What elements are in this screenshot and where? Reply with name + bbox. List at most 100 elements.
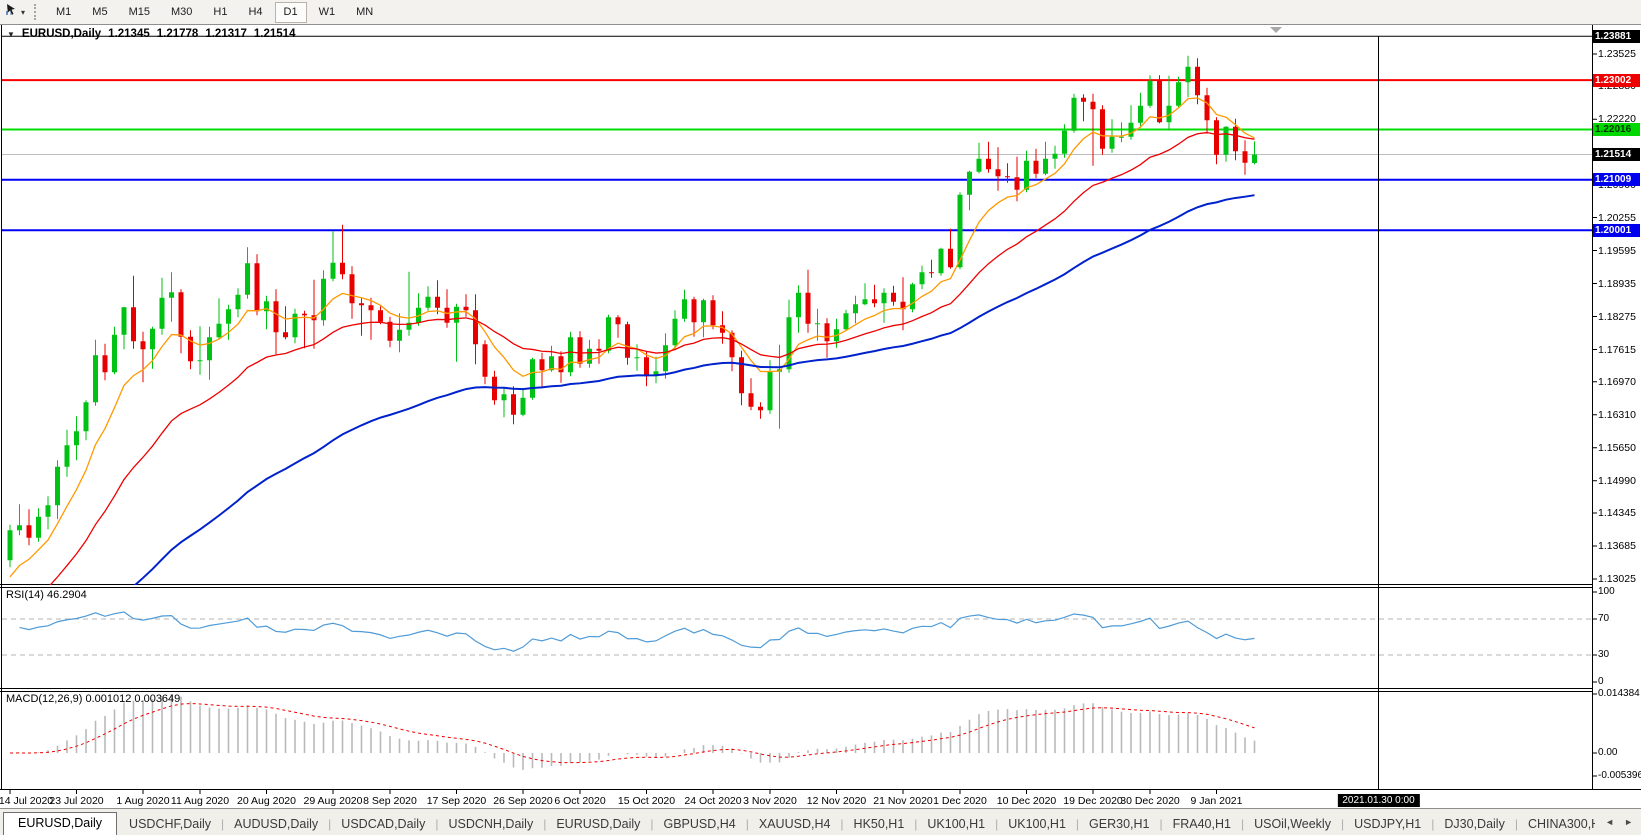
chart-tab-5[interactable]: EURUSD,Daily bbox=[556, 817, 641, 831]
tab-separator: | bbox=[840, 817, 844, 831]
candle-body-up bbox=[397, 329, 402, 341]
timeframe-button-w1[interactable]: W1 bbox=[318, 5, 336, 18]
chart-shift-marker-icon bbox=[1270, 27, 1282, 33]
tab-scroll-right-icon[interactable]: ► bbox=[1624, 817, 1633, 827]
time-axis-label: 1 Dec 2020 bbox=[933, 795, 987, 807]
chart-tab-11[interactable]: GER30,H1 bbox=[1089, 817, 1150, 831]
candle-body-down bbox=[872, 299, 877, 304]
crosshair-date-badge: 2021.01.30 0:00 bbox=[1337, 794, 1420, 807]
candle-body-up bbox=[701, 300, 706, 323]
time-axis-label: 26 Sep 2020 bbox=[493, 795, 553, 807]
price-badge: 1.23002 bbox=[1593, 73, 1640, 87]
chart-tab-8[interactable]: HK50,H1 bbox=[853, 817, 905, 831]
timeframe-button-m5[interactable]: M5 bbox=[92, 5, 108, 18]
candle-body-up bbox=[264, 301, 269, 312]
candle-body-down bbox=[463, 306, 469, 311]
price-badge: 1.21514 bbox=[1593, 148, 1640, 162]
chart-tab-14[interactable]: USDJPY,H1 bbox=[1354, 817, 1422, 831]
candle-body-up bbox=[406, 322, 412, 330]
candle-body-up bbox=[919, 272, 925, 285]
chart-tab-3[interactable]: USDCAD,Daily bbox=[341, 817, 426, 831]
candle-body-up bbox=[36, 516, 41, 538]
chart-tab-0[interactable]: EURUSD,Daily bbox=[3, 812, 118, 835]
macd-signal-line bbox=[9, 703, 1255, 764]
tab-separator: | bbox=[650, 817, 654, 831]
candle-body-down bbox=[1005, 176, 1010, 178]
candle-body-up bbox=[64, 445, 70, 467]
candle-body-down bbox=[473, 310, 478, 345]
candle-body-up bbox=[663, 345, 668, 372]
timeframe-button-h4[interactable]: H4 bbox=[248, 5, 263, 18]
chart-tab-9[interactable]: UK100,H1 bbox=[927, 817, 986, 831]
chart-tab-12[interactable]: FRA40,H1 bbox=[1172, 817, 1231, 831]
candle-body-up bbox=[330, 262, 336, 279]
candle-body-down bbox=[1090, 101, 1096, 110]
timeframe-button-d1[interactable]: D1 bbox=[274, 1, 307, 23]
candle-body-up bbox=[1071, 97, 1077, 131]
chart-tab-1[interactable]: USDCHF,Daily bbox=[129, 817, 211, 831]
price-axis-label: 1.14345 bbox=[1598, 507, 1636, 519]
candle-body-down bbox=[302, 313, 307, 316]
dropdown-arrow-icon[interactable]: ▾ bbox=[21, 7, 26, 17]
price-axis-label: 1.17615 bbox=[1598, 343, 1636, 356]
time-axis-label: 14 Jul 2020 bbox=[0, 795, 54, 807]
candle-body-down bbox=[995, 169, 1001, 177]
candle-body-down bbox=[102, 355, 108, 373]
candle-body-up bbox=[197, 360, 203, 362]
candle-body-down bbox=[131, 307, 136, 342]
time-axis[interactable]: 2021.01.30 0:00 14 Jul 2020 23 Jul 2020 1 … bbox=[0, 789, 1641, 808]
candle-body-up bbox=[796, 292, 801, 318]
timeframe-button-h1[interactable]: H1 bbox=[213, 5, 228, 18]
candle-body-down bbox=[558, 356, 564, 373]
chart-tab-15[interactable]: DJ30,Daily bbox=[1444, 817, 1505, 831]
price-axis-label: 1.14990 bbox=[1598, 474, 1636, 487]
chart-tab-2[interactable]: AUDUSD,Daily bbox=[234, 817, 319, 831]
price-badge: 1.23881 bbox=[1593, 29, 1640, 43]
timeframe-button-m30[interactable]: M30 bbox=[170, 5, 193, 18]
timeframe-button-m15[interactable]: M15 bbox=[128, 5, 150, 18]
candle-body-down bbox=[539, 359, 545, 371]
candle-body-up bbox=[682, 299, 687, 319]
candle-body-up bbox=[938, 248, 944, 274]
candle-body-up bbox=[7, 530, 13, 561]
tab-separator: | bbox=[1514, 817, 1518, 831]
bar-open-value: 1.21345 bbox=[108, 28, 150, 40]
chart-tab-13[interactable]: USOil,Weekly bbox=[1254, 817, 1331, 831]
timeframe-button-mn[interactable]: MN bbox=[356, 5, 374, 18]
chart-tab-6[interactable]: GBPUSD,H4 bbox=[663, 817, 736, 831]
chart-tab-7[interactable]: XAUUSD,H4 bbox=[758, 817, 831, 831]
chart-tab-10[interactable]: UK100,H1 bbox=[1008, 817, 1066, 831]
candle-body-up bbox=[501, 394, 507, 401]
candle-body-up bbox=[530, 359, 535, 398]
rsi-axis-label: 0 bbox=[1598, 676, 1604, 687]
tab-separator: | bbox=[1159, 817, 1163, 831]
candle-body-up bbox=[321, 278, 326, 321]
price-axis-label: 1.16310 bbox=[1598, 408, 1636, 421]
rsi-axis-label: 100 bbox=[1598, 586, 1615, 597]
candle-body-up bbox=[606, 317, 611, 351]
price-axis[interactable]: 1.235251.228801.222201.209001.202551.195… bbox=[1593, 25, 1641, 789]
candle-body-down bbox=[359, 303, 364, 306]
macd-label: MACD(12,26,9) 0.001012 0.003649 bbox=[6, 693, 181, 705]
timeframe-button-m1[interactable]: M1 bbox=[56, 5, 72, 18]
candle-body-up bbox=[45, 505, 51, 517]
price-badge: 1.22016 bbox=[1593, 122, 1640, 136]
time-axis-label: 23 Jul 2020 bbox=[49, 795, 104, 807]
candle-body-down bbox=[805, 292, 811, 324]
toolbar-grip[interactable] bbox=[34, 4, 40, 20]
time-axis-label: 20 Aug 2020 bbox=[237, 795, 296, 807]
time-axis-label: 3 Nov 2020 bbox=[743, 795, 797, 807]
oneclick-arrow-icon[interactable]: ▼ bbox=[7, 29, 15, 39]
candle-body-up bbox=[587, 348, 592, 364]
candle-body-down bbox=[378, 310, 383, 322]
chart-tab-16[interactable]: CHINA300,H1 bbox=[1527, 817, 1608, 831]
chart-tab-4[interactable]: USDCNH,Daily bbox=[448, 817, 534, 831]
candle-body-up bbox=[1119, 136, 1124, 138]
chart-tool-button[interactable]: ▾ bbox=[0, 2, 31, 22]
ma-mid-red bbox=[49, 131, 1255, 585]
candle-body-up bbox=[843, 313, 849, 330]
price-axis-label: 1.13025 bbox=[1598, 573, 1636, 585]
tab-scroll-left-icon[interactable]: ◄ bbox=[1605, 817, 1615, 827]
